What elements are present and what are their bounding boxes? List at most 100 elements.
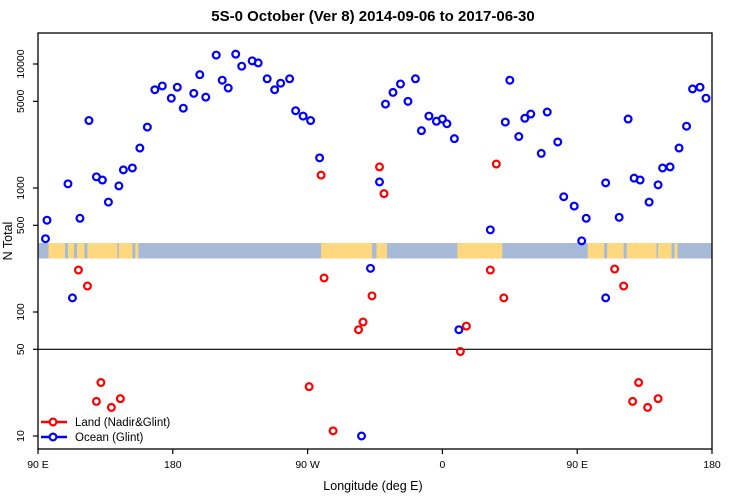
y-tick-label: 50: [15, 343, 27, 355]
land-point: [379, 189, 389, 199]
ocean-point: [142, 122, 152, 132]
land-point: [499, 293, 509, 303]
plot-frame: [37, 32, 713, 450]
x-tick-label: 180: [703, 459, 721, 471]
land-point: [328, 426, 338, 436]
ocean-point: [449, 134, 459, 144]
ocean-point: [601, 178, 611, 188]
ocean-point: [682, 121, 692, 131]
ocean-point: [262, 74, 272, 84]
ocean-point: [395, 79, 405, 89]
ocean-point: [424, 111, 434, 121]
ocean-point: [542, 107, 552, 117]
band-land-patch: [607, 243, 624, 259]
y-axis: 10000 5000 1000 500 100 50 10: [15, 49, 38, 442]
ocean-point: [270, 85, 280, 95]
ocean-point: [135, 143, 145, 153]
band-ocean: [38, 243, 712, 259]
land-point: [491, 159, 501, 169]
ocean-point: [285, 74, 295, 84]
band-land-patch: [587, 243, 605, 259]
land-point: [455, 347, 465, 357]
land-point: [634, 378, 644, 388]
ocean-point: [559, 192, 569, 202]
ocean-point: [500, 117, 510, 127]
ocean-point: [67, 293, 77, 303]
legend-land-label: Land (Nadir&Glint): [75, 417, 170, 429]
ocean-point: [454, 325, 464, 335]
y-tick-label: 5000: [15, 89, 27, 113]
ocean-point: [520, 113, 530, 123]
ocean-point: [388, 87, 398, 97]
ocean-point: [644, 197, 654, 207]
land-point: [106, 402, 116, 412]
ocean-point: [40, 234, 50, 244]
ocean-point: [84, 116, 94, 126]
legend-land-marker-icon: [48, 417, 58, 427]
ocean-point: [315, 153, 325, 163]
ocean-point: [298, 111, 308, 121]
ocean-point: [553, 137, 563, 147]
x-tick-label: 0: [439, 459, 445, 471]
ocean-point: [526, 109, 536, 119]
y-tick-label: 1000: [15, 176, 27, 200]
chart-title: 5S-0 October (Ver 8) 2014-09-06 to 2017-…: [211, 8, 535, 25]
land-point: [485, 265, 495, 275]
x-tick-label: 90 W: [295, 459, 320, 471]
land-point: [73, 265, 83, 275]
ocean-point: [157, 81, 167, 91]
land-point: [316, 170, 326, 180]
ocean-point: [653, 180, 663, 190]
y-tick-label: 10000: [15, 49, 27, 78]
band-land-patch: [626, 243, 657, 259]
land-point: [304, 382, 314, 392]
x-tick-label: 90 E: [566, 459, 588, 471]
ocean-point: [380, 99, 390, 109]
ocean-point: [410, 74, 420, 84]
land-point: [461, 321, 471, 331]
ocean-point: [63, 179, 73, 189]
land-point: [91, 396, 101, 406]
ocean-point: [103, 197, 113, 207]
ocean-point: [581, 213, 591, 223]
band-land-patch: [674, 243, 678, 259]
frame-rect: [37, 32, 713, 450]
x-axis: 90 E 180 90 W 0 90 E 180: [27, 449, 721, 471]
land-point: [354, 325, 364, 335]
ocean-point: [166, 93, 176, 103]
y-tick-label: 500: [15, 216, 27, 234]
ocean-point: [635, 175, 645, 185]
ocean-point: [276, 78, 286, 88]
land-point: [643, 402, 653, 412]
band-land-patch: [658, 243, 672, 259]
x-tick-label: 180: [164, 459, 182, 471]
scatter-points: [40, 49, 711, 441]
ocean-point: [97, 175, 107, 185]
land-point: [358, 317, 368, 327]
ocean-point: [357, 431, 367, 441]
ocean-point: [614, 212, 624, 222]
ocean-point: [127, 163, 137, 173]
band-land-patch: [321, 243, 373, 259]
ocean-point: [42, 215, 52, 225]
ocean-point: [658, 163, 668, 173]
x-axis-title: Longitude (deg E): [323, 479, 422, 493]
ocean-point: [569, 201, 579, 211]
land-point: [653, 394, 663, 404]
ocean-point: [211, 50, 221, 60]
band-land-patch: [118, 243, 133, 259]
ocean-point: [231, 49, 241, 59]
ocean-point: [189, 88, 199, 98]
legend-item-ocean: Ocean (Glint): [41, 432, 144, 444]
land-point: [610, 264, 620, 274]
band-land-patch: [76, 243, 85, 259]
band-land-patch: [457, 243, 503, 259]
ocean-point: [403, 96, 413, 106]
band-land-patch: [135, 243, 139, 259]
ocean-point: [253, 58, 263, 68]
ocean-point: [505, 75, 515, 85]
ocean-point: [416, 126, 426, 136]
ocean-point: [485, 225, 495, 235]
ocean-point: [201, 92, 211, 102]
land-point: [82, 281, 92, 291]
